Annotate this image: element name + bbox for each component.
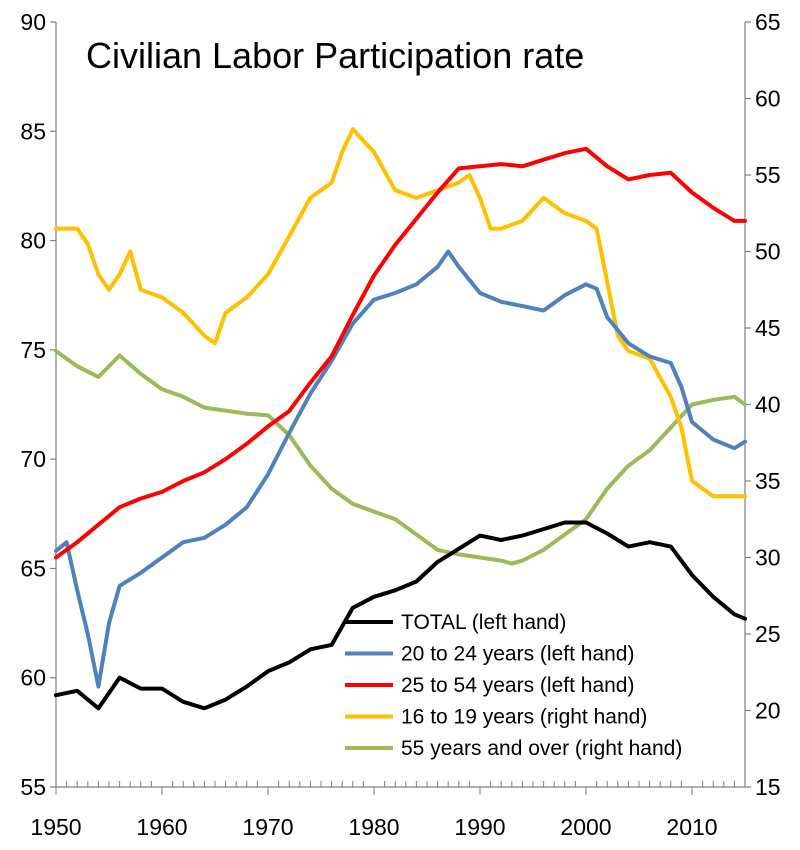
axes	[55, 22, 746, 788]
left-tick-label: 60	[20, 665, 46, 691]
left-tick-label: 80	[20, 228, 46, 254]
legend: TOTAL (left hand) 20 to 24 years (left ha…	[345, 611, 682, 760]
legend-label: 55 years and over (right hand)	[401, 737, 682, 760]
right-tick-label: 30	[755, 545, 781, 571]
x-tick-label: 2000	[560, 814, 611, 840]
series-line-0	[54, 520, 747, 711]
x-tick-label: 1950	[30, 814, 81, 840]
right-tick-label: 65	[755, 9, 781, 35]
right-tick-label: 25	[755, 621, 781, 647]
right-tick-label: 55	[755, 162, 781, 188]
x-tick-label: 1990	[454, 814, 505, 840]
right-tick-label: 60	[755, 86, 781, 112]
legend-label: TOTAL (left hand)	[401, 611, 566, 634]
right-tick-label: 45	[755, 315, 781, 341]
chart-title: Civilian Labor Participation rate	[86, 35, 584, 76]
series-line-3	[54, 127, 747, 499]
left-tick-label: 65	[20, 555, 46, 581]
ticks: 55 60 65 70 75 80 85 90 15 20 25 30 35 40 45 50 55 60 65 19…	[20, 9, 780, 840]
left-tick-label: 85	[20, 118, 46, 144]
x-tick-label: 2010	[666, 814, 717, 840]
series-line-2	[54, 146, 747, 560]
right-tick-label: 15	[755, 774, 781, 800]
series-line-1	[54, 249, 747, 689]
x-tick-label: 1970	[242, 814, 293, 840]
x-tick-label: 1960	[136, 814, 187, 840]
left-tick-label: 75	[20, 337, 46, 363]
left-tick-label: 55	[20, 774, 46, 800]
series	[54, 127, 747, 711]
left-tick-label: 70	[20, 446, 46, 472]
legend-label: 16 to 19 years (right hand)	[401, 706, 647, 729]
right-tick-label: 20	[755, 698, 781, 724]
left-tick-label: 90	[20, 9, 46, 35]
legend-label: 25 to 54 years (left hand)	[401, 674, 634, 697]
x-tick-label: 1980	[348, 814, 399, 840]
legend-label: 20 to 24 years (left hand)	[401, 643, 634, 666]
right-tick-label: 35	[755, 468, 781, 494]
right-tick-label: 50	[755, 239, 781, 265]
right-tick-label: 40	[755, 392, 781, 418]
series-line-4	[54, 349, 747, 566]
